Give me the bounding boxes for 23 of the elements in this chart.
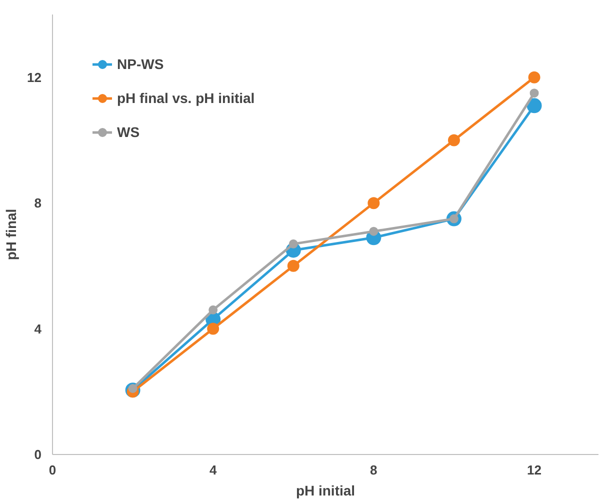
y-tick-label: 0 bbox=[34, 447, 42, 462]
x-tick-label: 0 bbox=[48, 462, 56, 478]
x-tick-label: 12 bbox=[527, 462, 542, 478]
legend-label: pH final vs. pH initial bbox=[117, 90, 255, 106]
point bbox=[528, 71, 540, 84]
legend-label: NP-WS bbox=[117, 56, 164, 72]
point bbox=[207, 322, 220, 335]
point bbox=[288, 239, 298, 248]
point bbox=[530, 88, 539, 98]
y-tick-label: 4 bbox=[34, 321, 42, 336]
y-tick-label: 8 bbox=[34, 196, 42, 211]
x-tick-label: 8 bbox=[370, 462, 378, 478]
y-tick-label: 12 bbox=[27, 70, 42, 85]
point bbox=[369, 226, 378, 236]
legend-label: WS bbox=[117, 124, 140, 140]
point bbox=[287, 260, 300, 272]
point bbox=[368, 197, 380, 210]
point bbox=[448, 134, 460, 146]
x-tick-label: 4 bbox=[209, 462, 218, 478]
y-axis-title: pH final bbox=[3, 208, 20, 260]
point bbox=[208, 305, 218, 314]
point bbox=[526, 98, 542, 114]
x-axis-title: pH initial bbox=[296, 482, 356, 498]
